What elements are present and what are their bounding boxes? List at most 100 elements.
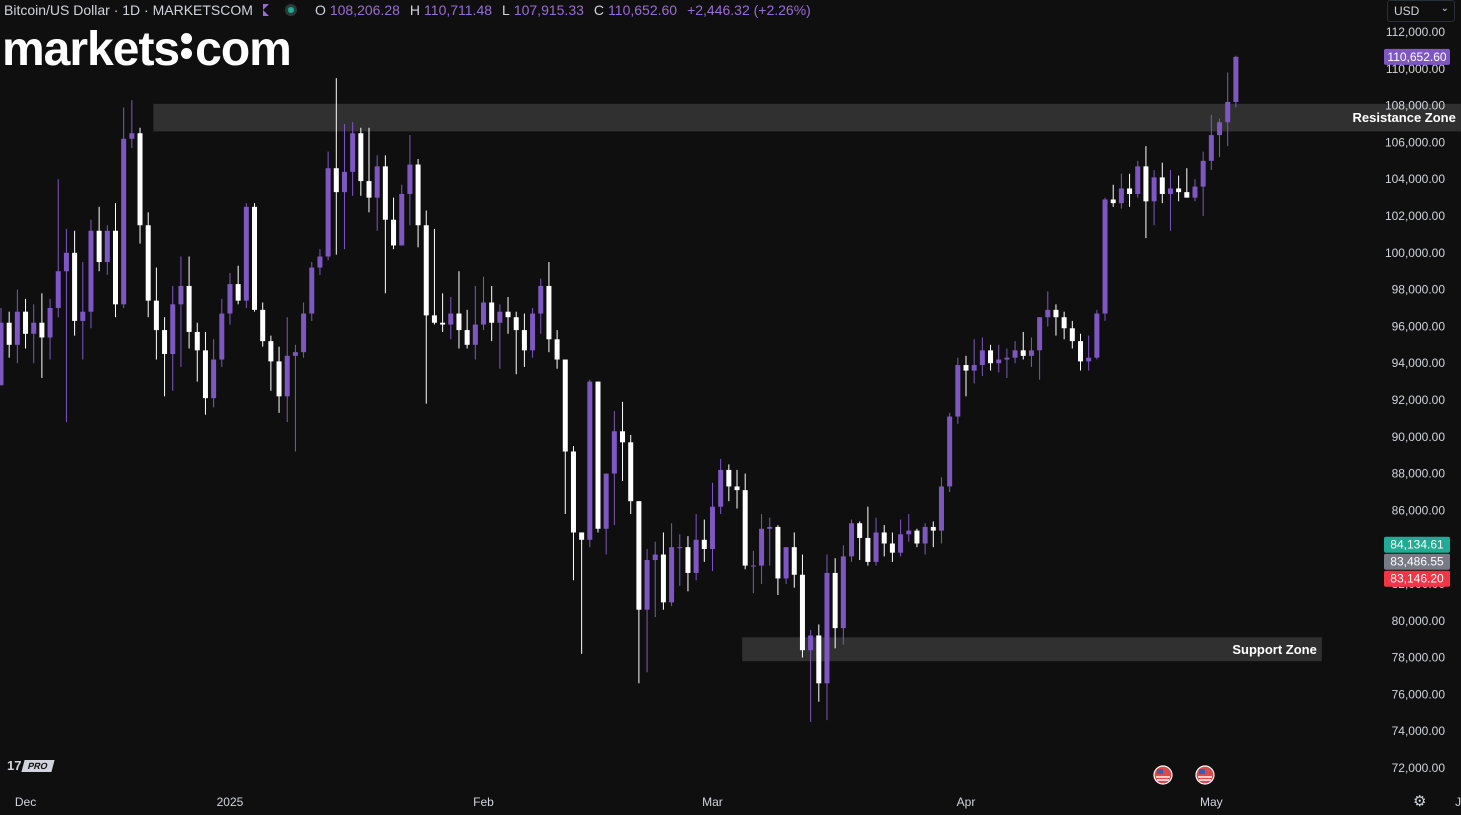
candle [726,464,732,502]
candle-body [938,486,944,531]
candle [317,249,323,275]
open-label: O [314,2,326,18]
candle [889,532,895,562]
candle [513,311,519,375]
candle-body [284,355,290,397]
candle-body [1127,188,1133,194]
candle-body [497,311,503,323]
candle-body [1110,199,1116,204]
candle-body [579,532,585,540]
high-value: 110,711.48 [424,2,493,18]
candle [382,155,388,294]
candle-body [317,256,323,268]
y-axis[interactable]: 72,000.00 74,000.00 76,000.00 78,000.00 80,0… [1385,25,1445,775]
chevron-down-icon: ⌄ [1440,3,1449,14]
candle [628,434,634,515]
candle [6,311,12,358]
candle-body [399,193,405,246]
candle-body [1135,166,1141,194]
candle [906,514,912,542]
candle [1233,55,1239,108]
logo-dot-icon [181,33,193,60]
candle-body [1176,188,1182,193]
candle [333,78,339,255]
candle-body [530,313,536,351]
candle [350,122,356,196]
candle-body [840,556,846,629]
candle [660,532,666,610]
candle [23,298,29,349]
tradingview-logo-icon[interactable]: 17 PRO [7,758,55,773]
x-tick-label: Jun [1455,795,1461,809]
candle [914,528,920,548]
candle-body [47,308,53,338]
candle-body [930,526,936,531]
candle-body [538,285,544,314]
candle [1045,291,1051,327]
candle-body [1167,188,1173,194]
tv-mark: 17 [7,758,22,773]
candle [1200,151,1206,217]
candle-body [1184,192,1190,198]
x-axis[interactable]: Dec 2025 Feb Mar Apr May Jun [15,795,1461,809]
candle [1012,341,1018,364]
y-tick-label: 86,000.00 [1392,503,1446,517]
candle [857,521,863,561]
candle-body [799,574,805,651]
flag-circle [1195,765,1215,785]
candle-body [521,330,527,351]
logo-text: markets [2,23,180,76]
settings-gear-icon[interactable]: ⚙ [1413,793,1427,810]
currency-value: USD [1394,4,1420,18]
candle-body [873,532,879,562]
candle [955,357,961,424]
market-status-icon[interactable] [284,4,297,16]
candle [489,285,495,342]
candle [219,298,225,367]
flag-icon[interactable] [262,4,269,16]
symbol-title[interactable]: Bitcoin/US Dollar · 1D · MARKETSCOM [4,2,253,18]
candle [374,155,380,231]
candle [211,339,217,408]
close-label: C [593,2,605,18]
candle [96,206,102,272]
candles-layer [0,55,1239,722]
candle-body [235,284,241,301]
candle [587,379,593,548]
candle [930,521,936,548]
candle-body [301,313,307,353]
candle-body [620,431,626,443]
candle [530,308,536,358]
candle [1102,197,1108,321]
candle-body [611,431,617,474]
x-tick-label: Dec [15,795,36,809]
candle-body [1086,357,1092,362]
candle [448,296,454,340]
candle [1143,146,1149,239]
candle-body [1118,188,1124,204]
candle [121,107,127,309]
candle-body [145,225,151,301]
candle [971,339,977,384]
candle-body [211,359,217,399]
candle [677,534,683,586]
currency-select[interactable]: USD ⌄ [1387,0,1455,22]
high-label: H [409,2,421,18]
price-label-box [1384,570,1450,587]
candle-body [252,206,258,310]
candle [1192,179,1198,202]
candle [1225,72,1231,147]
price-label-box [1384,553,1450,570]
zone-label-0: Resistance Zone [1353,110,1456,125]
candle [1167,170,1173,231]
candle [554,330,560,369]
candle-body [914,530,920,544]
candle-body [55,271,61,309]
candle [72,230,78,336]
candle [1208,114,1214,171]
candle-body [718,469,724,507]
candle-body [832,572,838,629]
candle [14,289,20,364]
candle-body [644,560,650,610]
